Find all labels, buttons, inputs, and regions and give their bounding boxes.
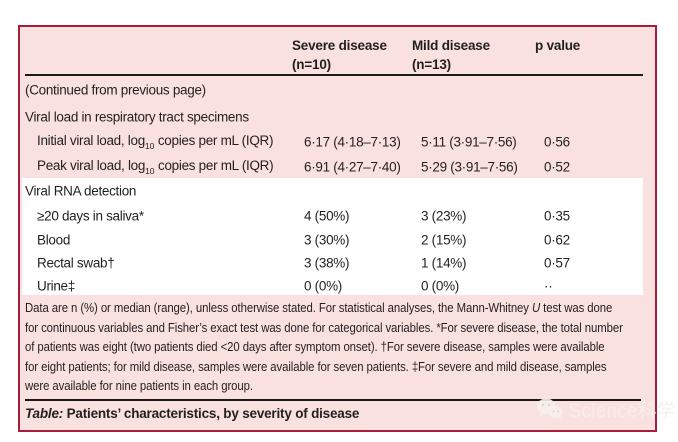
mild-value: 3 (23%)	[421, 208, 467, 224]
column-header-mild: Mild disease (n=13)	[412, 36, 490, 74]
continued-note-row: (Continued from previous page)	[20, 77, 655, 103]
section-header-row: Viral RNA detection	[20, 179, 655, 203]
table-row: Rectal swab† 3 (38%) 1 (14%) 0·57	[20, 251, 655, 275]
watermark-text: Science科学	[568, 400, 676, 422]
row-label: Rectal swab†	[37, 255, 115, 271]
p-value: 0·57	[544, 255, 570, 271]
caption-label: Table:	[25, 406, 64, 421]
table-row: Peak viral load, log10 copies per mL (IQ…	[20, 154, 655, 179]
table-row: Urine‡ 0 (0%) 0 (0%) ··	[20, 274, 655, 298]
label-subscript: 10	[145, 165, 155, 176]
header-rule	[25, 74, 643, 76]
footnote-part: test was done	[540, 300, 613, 315]
caption-rule	[25, 399, 641, 401]
table-header-row: Severe disease (n=10) Mild disease (n=13…	[20, 36, 655, 76]
footnote-line: for eight patients; for mild disease, sa…	[25, 358, 607, 374]
row-label: Urine‡	[37, 278, 75, 294]
row-label: ≥20 days in saliva*	[37, 208, 144, 224]
p-value: ··	[544, 278, 553, 294]
row-label: Peak viral load, log10 copies per mL (IQ…	[37, 157, 274, 176]
section-title: Viral load in respiratory tract specimen…	[25, 109, 249, 124]
severe-value: 3 (30%)	[304, 232, 350, 248]
continued-note: (Continued from previous page)	[25, 82, 206, 98]
column-header-line: (n=10)	[292, 57, 331, 72]
label-part: Initial viral load, log	[37, 132, 145, 148]
mild-value: 5·11 (3·91–7·56)	[421, 134, 517, 149]
column-header-line: Mild disease	[412, 38, 490, 53]
section-header-row: Viral load in respiratory tract specimen…	[20, 104, 655, 129]
lancet-table: Severe disease (n=10) Mild disease (n=13…	[18, 25, 657, 432]
label-subscript: 10	[144, 140, 155, 151]
p-value: 0·35	[544, 208, 570, 224]
row-label: Initial viral load, log10 copies per mL …	[37, 133, 273, 151]
p-value: 0·62	[544, 232, 570, 248]
mild-value: 1 (14%)	[421, 255, 467, 271]
column-header-line: Severe disease	[292, 38, 387, 53]
table-row: Blood 3 (30%) 2 (15%) 0·62	[20, 228, 655, 252]
severe-value: 6·91 (4·27–7·40)	[304, 159, 401, 174]
severe-value: 3 (38%)	[304, 255, 350, 271]
footnote-line: Data are n (%) or median (range), unless…	[25, 298, 655, 318]
column-header-severe: Severe disease (n=10)	[292, 36, 387, 74]
severe-value: 0 (0%)	[304, 278, 342, 294]
label-part: Peak viral load, log	[37, 157, 146, 173]
footnote-line: for continuous variables and Fisher’s ex…	[25, 319, 623, 335]
wechat-icon	[536, 398, 563, 421]
label-part: copies per mL (IQR)	[154, 157, 274, 173]
caption-text: Patients’ characteristics, by severity o…	[63, 406, 360, 421]
table-row: Initial viral load, log10 copies per mL …	[20, 129, 655, 154]
column-header-pvalue: p value	[535, 36, 580, 55]
severe-value: 6·17 (4·18–7·13)	[304, 134, 401, 149]
footnote-line: of patients was eight (two patients died…	[25, 339, 605, 355]
mild-value: 0 (0%)	[421, 278, 459, 294]
p-value: 0·56	[544, 134, 570, 149]
table-footnote: Data are n (%) or median (range), unless…	[25, 298, 655, 396]
section-title: Viral RNA detection	[25, 183, 137, 199]
table-caption: Table: Patients’ characteristics, by sev…	[25, 406, 359, 421]
table-row: ≥20 days in saliva* 4 (50%) 3 (23%) 0·35	[20, 204, 655, 228]
label-part: copies per mL (IQR)	[154, 132, 274, 148]
column-header-line: p value	[535, 38, 581, 53]
p-value: 0·52	[544, 159, 570, 174]
footnote-part: Data are n (%) or median (range), unless…	[25, 300, 532, 315]
footnote-line: were available for nine patients in each…	[25, 378, 253, 394]
highlight-band	[22, 178, 643, 295]
watermark: Science科学	[536, 392, 676, 426]
footnote-italic-u: U	[531, 300, 541, 315]
mild-value: 2 (15%)	[421, 232, 467, 248]
row-label: Blood	[37, 232, 71, 248]
severe-value: 4 (50%)	[304, 208, 350, 224]
column-header-line: (n=13)	[412, 57, 451, 72]
mild-value: 5·29 (3·91–7·56)	[421, 159, 518, 174]
